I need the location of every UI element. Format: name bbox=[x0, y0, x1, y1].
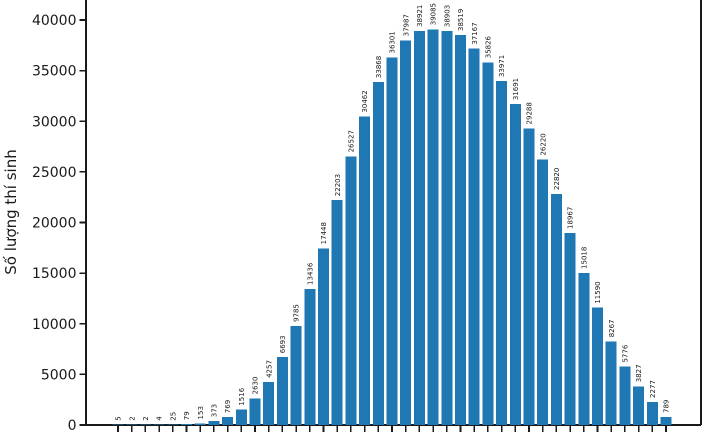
bar-value-label: 153 bbox=[197, 406, 205, 419]
y-tick-label: 15000 bbox=[32, 266, 77, 282]
bar bbox=[413, 30, 425, 425]
bar-value-label: 18967 bbox=[567, 207, 575, 229]
bar bbox=[263, 381, 275, 425]
bar-value-label: 5 bbox=[115, 416, 123, 420]
bar-value-label: 4257 bbox=[265, 360, 273, 378]
bar-value-label: 2 bbox=[128, 416, 136, 420]
bar-value-label: 36301 bbox=[389, 31, 397, 53]
bar bbox=[537, 159, 549, 425]
bar-value-label: 79 bbox=[183, 411, 191, 420]
bar-value-label: 9785 bbox=[293, 304, 301, 322]
bar bbox=[550, 193, 562, 425]
bar bbox=[482, 62, 494, 425]
bar bbox=[276, 357, 288, 425]
bar bbox=[633, 386, 645, 425]
bar-value-label: 35826 bbox=[485, 35, 493, 58]
y-tick-label: 30000 bbox=[32, 114, 77, 130]
bar bbox=[222, 417, 234, 425]
bar bbox=[249, 398, 261, 425]
y-tick-label: 25000 bbox=[32, 165, 77, 181]
bar-value-label: 2630 bbox=[252, 377, 260, 395]
bar-value-labels-group: 5 2 2 4 25 79 153 373 769 1516 2630 4257 6693 9785 134… bbox=[115, 3, 671, 421]
y-tick-label: 5000 bbox=[41, 367, 77, 383]
bar-value-label: 39085 bbox=[430, 3, 438, 25]
bar bbox=[318, 248, 329, 425]
bar bbox=[592, 307, 603, 425]
bar-value-label: 22203 bbox=[334, 174, 342, 196]
bar bbox=[468, 48, 480, 426]
bar bbox=[208, 421, 220, 425]
bar-value-label: 5776 bbox=[622, 344, 630, 362]
bar-value-label: 6693 bbox=[279, 335, 287, 353]
bar-value-label: 31691 bbox=[512, 78, 520, 100]
bar-value-label: 17448 bbox=[320, 222, 328, 244]
bar bbox=[359, 116, 371, 425]
bar bbox=[441, 31, 453, 426]
bar bbox=[372, 82, 384, 425]
bar bbox=[523, 128, 535, 425]
y-ticks-group: 0 5000 10000 15000 20000 25000 30000 35000 40000 bbox=[32, 13, 86, 432]
bar-value-label: 30462 bbox=[361, 90, 369, 112]
bar-value-label: 37167 bbox=[471, 22, 479, 44]
bar bbox=[181, 424, 192, 425]
bar-value-label: 4 bbox=[156, 416, 164, 421]
bar bbox=[331, 200, 343, 425]
bar bbox=[290, 325, 302, 425]
bar bbox=[455, 35, 466, 425]
y-tick-label: 0 bbox=[68, 418, 77, 432]
bar-value-label: 8267 bbox=[608, 319, 616, 337]
bar bbox=[386, 57, 398, 425]
bar-value-label: 38903 bbox=[443, 5, 451, 27]
bar bbox=[427, 29, 439, 425]
y-tick-label: 10000 bbox=[32, 317, 77, 333]
bar-value-label: 373 bbox=[211, 404, 219, 417]
bar-value-label: 38921 bbox=[416, 5, 424, 27]
bar-value-label: 3827 bbox=[635, 364, 643, 382]
bar-value-label: 11590 bbox=[594, 281, 602, 303]
bars-group bbox=[112, 29, 672, 426]
bar bbox=[496, 81, 508, 425]
bar bbox=[304, 288, 316, 425]
y-tick-label: 20000 bbox=[32, 216, 77, 232]
bar bbox=[235, 409, 247, 425]
bar bbox=[619, 366, 631, 425]
bar-value-label: 2 bbox=[142, 416, 150, 420]
bar bbox=[509, 104, 521, 425]
x-ticks-group bbox=[117, 425, 667, 432]
bar-value-label: 29288 bbox=[526, 102, 534, 124]
bar-value-label: 1516 bbox=[238, 387, 246, 405]
bar-value-label: 37987 bbox=[402, 14, 410, 36]
bar bbox=[345, 156, 357, 425]
bar-value-label: 789 bbox=[663, 400, 671, 413]
bar bbox=[660, 417, 672, 425]
bar-value-label: 38519 bbox=[457, 9, 465, 31]
bar bbox=[400, 40, 412, 425]
bar-value-label: 26527 bbox=[348, 130, 356, 152]
bar bbox=[605, 341, 617, 425]
bar-value-label: 15018 bbox=[580, 247, 588, 269]
bar-value-label: 22820 bbox=[553, 168, 561, 190]
bar bbox=[578, 272, 590, 425]
bar-value-label: 33868 bbox=[375, 56, 383, 78]
bar-value-label: 2277 bbox=[649, 380, 657, 398]
bar bbox=[194, 423, 206, 425]
bar-value-label: 769 bbox=[224, 400, 232, 413]
y-axis-title: Số lượng thí sinh bbox=[2, 149, 20, 274]
y-tick-label: 40000 bbox=[32, 13, 77, 29]
bar-value-label: 13436 bbox=[306, 262, 314, 285]
bar bbox=[646, 401, 658, 425]
bar-value-label: 26220 bbox=[539, 133, 547, 155]
y-tick-label: 35000 bbox=[32, 64, 77, 80]
bar-value-label: 25 bbox=[169, 412, 177, 421]
bar bbox=[564, 232, 576, 425]
bar-value-label: 33971 bbox=[498, 55, 506, 77]
